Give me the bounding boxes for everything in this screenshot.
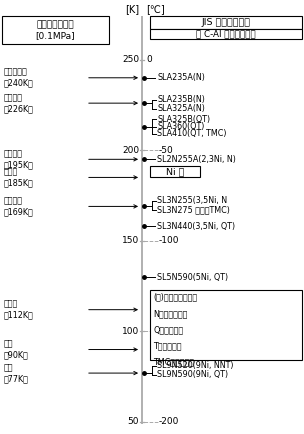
Text: エタン: エタン [4,168,18,177]
Text: 100: 100 [122,327,139,336]
Text: -100: -100 [159,237,179,245]
Text: 150: 150 [122,237,139,245]
Text: （169K）: （169K） [4,207,34,217]
Bar [150,167,200,178]
Text: Ni 錆: Ni 錆 [166,168,184,177]
Bar [150,290,302,360]
Text: SLA410(QT, TMC): SLA410(QT, TMC) [157,129,226,138]
Text: [K]: [K] [125,4,139,14]
Text: SL5N590(5Ni, QT): SL5N590(5Ni, QT) [157,273,228,282]
Text: 200: 200 [122,146,139,155]
Text: SL9N590(9Ni, QT): SL9N590(9Ni, QT) [157,370,228,379]
Text: JIS 規格適用錆材: JIS 規格適用錆材 [202,18,250,27]
Text: SL2N255A(2,3Ni, N): SL2N255A(2,3Ni, N) [157,155,236,164]
Text: （77K）: （77K） [4,374,29,383]
Text: SL9N520(9Ni, NNT): SL9N520(9Ni, NNT) [157,362,233,370]
Text: TMC：加工制御: TMC：加工制御 [153,358,194,366]
Text: 炭酸ガス: 炭酸ガス [4,149,23,158]
Text: SL3N275 またはTMC): SL3N275 またはTMC) [157,206,230,214]
Text: 窒素: 窒素 [4,363,13,372]
Bar [150,16,302,29]
Text: 液化ガスの沸点
[0.1MPa]: 液化ガスの沸点 [0.1MPa] [36,20,75,39]
Bar [150,29,302,39]
Text: SLA235A(N): SLA235A(N) [157,73,205,82]
Text: （185K）: （185K） [4,178,34,187]
Bar [2,16,109,44]
Text: -50: -50 [159,146,174,155]
Text: （90K）: （90K） [4,351,29,359]
Text: SLA325A(N): SLA325A(N) [157,104,205,113]
Text: （195K）: （195K） [4,160,34,169]
Text: Q　：焼入れ: Q ：焼入れ [153,325,183,334]
Text: 0: 0 [146,55,152,64]
Text: 酸素: 酸素 [4,339,13,349]
Text: SLA325B(QT): SLA325B(QT) [157,115,210,124]
Text: メタン: メタン [4,300,18,309]
Text: （226K）: （226K） [4,104,34,113]
Text: （112K）: （112K） [4,311,34,320]
Text: T　：焼戰し: T ：焼戰し [153,341,181,350]
Text: プロパン: プロパン [4,93,23,102]
Text: 低 C-Al キルド細粒錆: 低 C-Al キルド細粒錆 [196,30,256,39]
Text: (　)：成分、熱処理: ( )：成分、熱処理 [153,293,197,302]
Text: （240K）: （240K） [4,79,34,88]
Text: 250: 250 [122,55,139,64]
Text: SLA360(QT): SLA360(QT) [157,122,204,131]
Text: -150: -150 [159,327,179,336]
Text: SL3N255(3,5Ni, N: SL3N255(3,5Ni, N [157,197,227,205]
Text: SL3N440(3,5Ni, QT): SL3N440(3,5Ni, QT) [157,222,235,231]
Text: -200: -200 [159,418,179,427]
Text: アンモニア: アンモニア [4,68,28,77]
Text: N　：焼ならし: N ：焼ならし [153,309,187,318]
Text: [℃]: [℃] [146,4,165,14]
Text: エチレン: エチレン [4,197,23,205]
Text: SLA235B(N): SLA235B(N) [157,95,205,104]
Text: 50: 50 [127,418,139,427]
